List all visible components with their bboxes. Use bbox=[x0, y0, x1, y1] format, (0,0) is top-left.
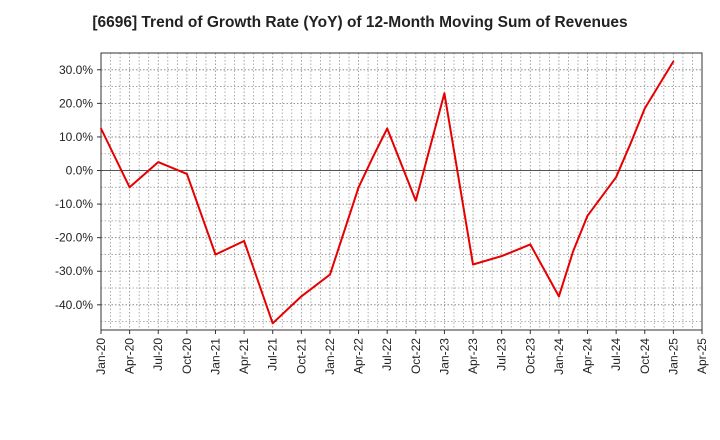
series-line bbox=[100, 60, 675, 325]
y-tick-label: -30.0% bbox=[55, 264, 93, 278]
data-point bbox=[243, 240, 245, 242]
data-point bbox=[558, 295, 560, 298]
label-layer: 30.0% 20.0% 10.0% 0.0% -10.0% -20.0% -30.0% -40… bbox=[55, 63, 709, 375]
x-tick-label: Apr-23 bbox=[466, 338, 480, 374]
data-point bbox=[214, 253, 217, 256]
data-point bbox=[300, 295, 303, 298]
x-tick-label: Jul-24 bbox=[609, 338, 623, 371]
data-point bbox=[529, 243, 532, 246]
x-tick-label: Oct-23 bbox=[523, 338, 537, 374]
data-point bbox=[185, 172, 188, 175]
x-tick-label: Jan-25 bbox=[666, 338, 680, 375]
data-point bbox=[386, 127, 389, 130]
data-point bbox=[100, 127, 102, 130]
x-tick-label: Apr-20 bbox=[123, 338, 137, 374]
series-layer bbox=[100, 60, 675, 325]
y-tick-label: 0.0% bbox=[66, 164, 94, 178]
y-tick-label: -10.0% bbox=[55, 197, 93, 211]
data-point bbox=[500, 255, 503, 258]
x-tick-label: Jan-23 bbox=[437, 338, 451, 375]
y-tick-label: -40.0% bbox=[55, 298, 93, 312]
data-point bbox=[414, 199, 417, 202]
x-tick-label: Apr-21 bbox=[237, 338, 251, 374]
x-tick-label: Jul-20 bbox=[151, 338, 165, 371]
data-point bbox=[157, 161, 160, 164]
data-point bbox=[643, 107, 646, 110]
y-tick-label: -20.0% bbox=[55, 231, 93, 245]
x-tick-label: Apr-25 bbox=[695, 338, 709, 374]
x-tick-label: Jul-22 bbox=[380, 338, 394, 371]
x-tick-label: Jan-22 bbox=[323, 338, 337, 375]
x-tick-label: Jan-21 bbox=[208, 338, 222, 375]
x-tick-label: Apr-22 bbox=[352, 338, 366, 374]
x-tick-label: Jul-21 bbox=[266, 338, 280, 371]
x-tick-label: Jan-20 bbox=[94, 338, 108, 375]
x-tick-label: Oct-24 bbox=[638, 338, 652, 374]
data-point bbox=[271, 322, 274, 325]
data-point bbox=[357, 186, 360, 189]
data-point bbox=[672, 60, 675, 63]
data-point bbox=[586, 214, 589, 217]
x-tick-label: Oct-22 bbox=[409, 338, 423, 374]
data-point bbox=[128, 186, 131, 189]
y-tick-label: 30.0% bbox=[59, 63, 93, 77]
plot-area bbox=[101, 53, 702, 330]
axis-layer bbox=[97, 52, 703, 334]
data-point bbox=[329, 273, 331, 276]
data-point bbox=[443, 92, 446, 95]
data-point bbox=[615, 176, 618, 179]
y-tick-label: 10.0% bbox=[59, 130, 93, 144]
data-point bbox=[472, 263, 474, 266]
x-tick-label: Jul-23 bbox=[495, 338, 509, 371]
x-tick-label: Apr-24 bbox=[581, 338, 595, 374]
x-tick-label: Oct-20 bbox=[180, 338, 194, 374]
y-tick-label: 20.0% bbox=[59, 96, 93, 110]
chart-title: [6696] Trend of Growth Rate (YoY) of 12-… bbox=[92, 14, 628, 31]
grid-layer bbox=[100, 52, 703, 330]
x-tick-label: Oct-21 bbox=[294, 338, 308, 374]
plot-frame bbox=[100, 52, 703, 331]
x-tick-label: Jan-24 bbox=[552, 338, 566, 375]
